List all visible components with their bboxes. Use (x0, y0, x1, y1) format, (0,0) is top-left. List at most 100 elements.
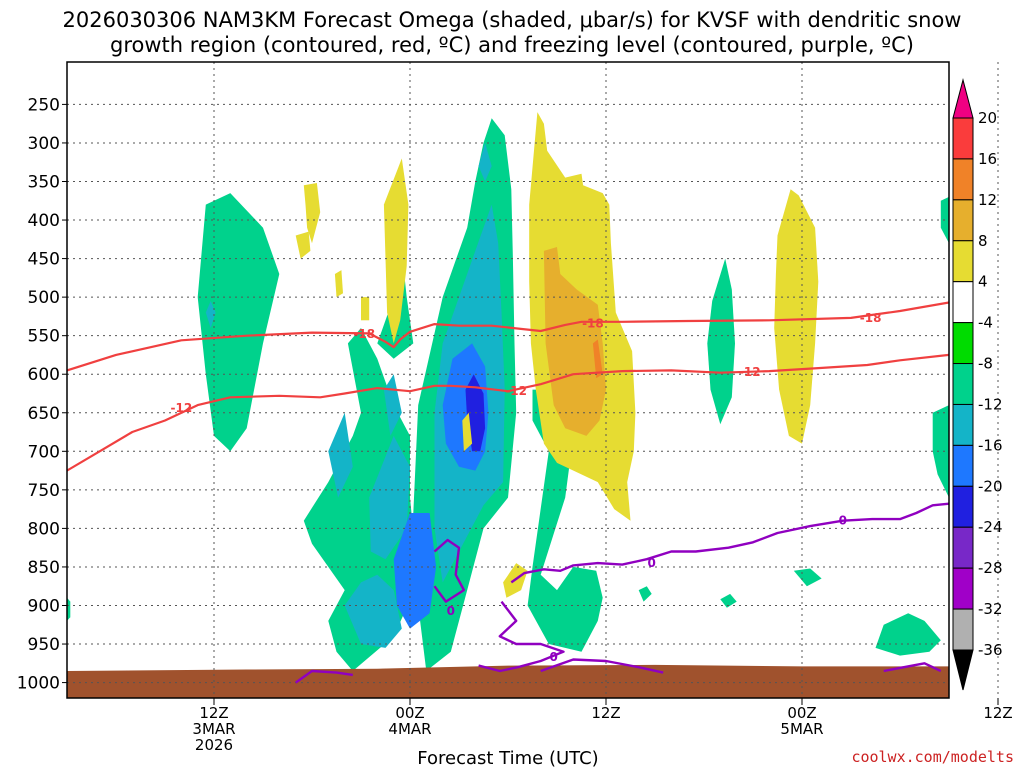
pressure-tick-label: 250 (28, 95, 60, 115)
freezing-level-contour-line (478, 600, 565, 673)
pressure-tick-label: 950 (28, 635, 60, 655)
omega-region-4 (361, 297, 370, 321)
colorbar-swatch (952, 567, 974, 610)
colorbar-swatch (952, 485, 974, 528)
x-axis-label: Forecast Time (UTC) (417, 748, 598, 768)
site-credit: coolwx.com/modelts (851, 748, 1014, 766)
time-tick-label: 12Z (983, 704, 1012, 722)
omega-region-4 (295, 231, 311, 259)
colorbar-label: -32 (978, 600, 1003, 618)
colorbar-label: 4 (978, 273, 988, 291)
colorbar-label: 16 (978, 150, 997, 168)
dgz-contour-label: -18 (582, 316, 604, 330)
temperature-contours: -18 -18 -18 -12 -12 -12 0 0 0 0 (67, 301, 949, 684)
pressure-tick-label: 850 (28, 558, 60, 578)
time-tick-label: 2026 (195, 736, 233, 754)
omega-region--8 (197, 193, 280, 452)
pressure-tick-label: 700 (28, 442, 60, 462)
omega-region--8 (793, 568, 822, 587)
pressure-tick-label: 550 (28, 327, 60, 347)
omega-region-12 (592, 339, 603, 379)
omega-region-4 (334, 270, 343, 298)
dgz-contour-label: -12 (739, 365, 761, 379)
time-tick-label: 4MAR (388, 720, 431, 738)
pressure-tick-label: 900 (28, 596, 60, 616)
dgz-contour-label: -12 (170, 401, 192, 415)
colorbar-label: -4 (978, 314, 993, 332)
time-tick-label: 12Z (591, 704, 620, 722)
omega-region--8 (67, 597, 71, 621)
colorbar-bottom-arrow (952, 649, 974, 691)
colorbar-swatch (952, 117, 974, 160)
dgz-contour-label: -12 (505, 384, 527, 398)
colorbar-swatch (952, 240, 974, 283)
time-tick-label: 3MAR (192, 720, 235, 738)
dgz-contour-label-text: -12 (170, 401, 192, 415)
colorbar-swatch (952, 199, 974, 242)
freezing-contour-label: 0 (839, 514, 847, 528)
freezing-contour-label-text: 0 (447, 604, 455, 618)
colorbar-label: 20 (978, 109, 997, 127)
pressure-tick-label: 300 (28, 134, 60, 154)
colorbar-label: 12 (978, 191, 997, 209)
colorbar-swatch (952, 363, 974, 405)
pressure-axis: 250 300 350 400 450 500 550 600 650 700 750 800 850 9… (17, 95, 67, 694)
omega-region--8 (875, 613, 941, 656)
pressure-tick-label: 650 (28, 404, 60, 424)
colorbar-swatch (952, 158, 974, 201)
pressure-tick-label: 400 (28, 211, 60, 231)
colorbar-swatch (952, 281, 974, 324)
colorbar-label: -28 (978, 559, 1003, 577)
title-line-1: 2026030306 NAM3KM Forecast Omega (shaded… (63, 8, 962, 32)
omega-region--8 (527, 389, 603, 652)
colorbar-label: 8 (978, 232, 988, 250)
dgz-contour-label-text: -18 (353, 327, 375, 341)
freezing-level-contour-line (883, 662, 942, 673)
colorbar-label: -12 (978, 395, 1003, 413)
freezing-contour-label-text: 0 (839, 514, 847, 528)
time-tick-label: 00Z (395, 704, 424, 722)
omega-region-4 (462, 412, 473, 452)
freezing-contour-label: 0 (447, 604, 455, 618)
colorbar-label: -36 (978, 641, 1003, 659)
dgz-contour-line (67, 353, 949, 472)
time-tick-label: 5MAR (780, 720, 823, 738)
colorbar: 20 16 12 8 4 -4 -8 -12 -16 -20 -24 -28 -32 -36 (952, 78, 1003, 691)
dgz-contour-label: -18 (353, 327, 375, 341)
colorbar-swatch (952, 608, 974, 651)
colorbar-label: -16 (978, 436, 1003, 454)
chart-title: 2026030306 NAM3KM Forecast Omega (shaded… (63, 8, 962, 57)
freezing-contour-label-text: 0 (550, 650, 558, 664)
freezing-contour-label: 0 (550, 650, 558, 664)
pressure-tick-label: 500 (28, 288, 60, 308)
dgz-contour-line (67, 301, 949, 372)
title-line-2: growth region (contoured, red, ºC) and f… (110, 33, 914, 57)
omega-region-8 (543, 247, 606, 436)
freezing-level-contour-line (295, 669, 353, 684)
freezing-level-contour-line (510, 502, 949, 584)
omega-region--12 (478, 142, 492, 182)
pressure-tick-label: 800 (28, 519, 60, 539)
grid-lines (67, 62, 999, 698)
time-tick-label: 12Z (199, 704, 228, 722)
omega-region-4 (303, 183, 321, 244)
freezing-contour-label: 0 (648, 556, 656, 570)
omega-region--8 (932, 405, 949, 498)
freezing-level-contour-line (433, 538, 466, 603)
pressure-tick-label: 600 (28, 365, 60, 385)
omega-region--12 (205, 301, 216, 328)
pressure-tick-label: 750 (28, 481, 60, 501)
ground-surface (67, 664, 949, 698)
plot-frame (66, 61, 950, 699)
omega-shading (67, 112, 949, 672)
pressure-tick-label: 1000 (17, 674, 60, 694)
omega-region--8 (720, 593, 737, 608)
ground-fill (67, 664, 949, 698)
time-tick-label: 00Z (787, 704, 816, 722)
dgz-contour-label-text: -12 (739, 365, 761, 379)
pressure-tick-label: 450 (28, 250, 60, 270)
omega-region--16 (393, 513, 437, 629)
freezing-level-contour-line (540, 658, 664, 674)
omega-region-4 (383, 158, 409, 344)
